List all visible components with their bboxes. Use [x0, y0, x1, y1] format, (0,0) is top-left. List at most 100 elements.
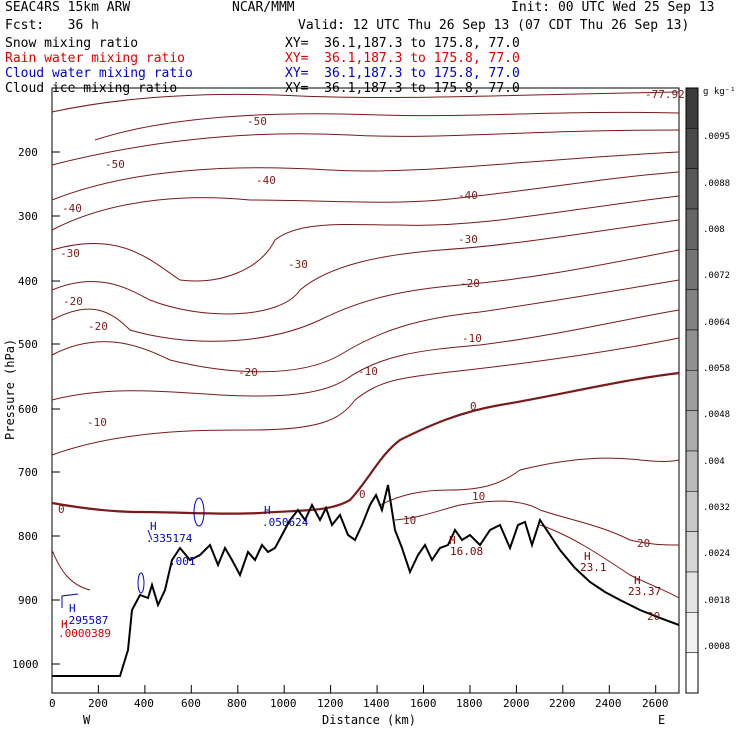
isotherm-label: -10 [358, 365, 378, 378]
x-axis-title: Distance (km) [322, 713, 416, 727]
colorbar-cell [685, 571, 699, 613]
isotherm-line [394, 500, 680, 546]
x-tick-label: 1200 [317, 697, 344, 710]
colorbar-cell [685, 370, 699, 411]
field-name-snow: Snow mixing ratio [5, 36, 139, 51]
isotherm-line [51, 195, 680, 282]
y-tick-label: 300 [18, 210, 38, 223]
isotherm-line [94, 111, 680, 141]
isotherm-line [51, 279, 680, 373]
colorbar-label: .0048 [703, 410, 730, 420]
maxima-labels: H .335174 H .050624 H .295587 H .0000389… [58, 504, 661, 640]
colorbar-label: .0058 [703, 364, 730, 374]
isotherm-label: -40 [256, 174, 276, 187]
isotherm-label: -10 [87, 416, 107, 429]
x-tick-label: 1000 [270, 697, 297, 710]
y-tick-label: 800 [18, 530, 38, 543]
field-name-cloudwater: Cloud water mixing ratio [5, 66, 193, 81]
maxima-value: .050624 [262, 516, 309, 529]
x-tick-label: 0 [49, 697, 56, 710]
isotherm-line [51, 171, 680, 231]
isotherm-label: -50 [105, 158, 125, 171]
isotherm-line [51, 309, 680, 401]
colorbar-cell [685, 410, 699, 452]
isotherm-label: 0 [359, 488, 366, 501]
colorbar-cell [685, 531, 699, 573]
x-tick-label: 2000 [503, 697, 530, 710]
y-axis: 200 300 400 500 600 700 800 900 1000 Pre… [3, 146, 60, 671]
maxima-value: .001 [169, 555, 196, 568]
colorbar-cell [685, 450, 699, 492]
cloud-contour [61, 593, 79, 608]
cloud-contour [193, 497, 205, 527]
isotherm-label: -20 [238, 366, 258, 379]
isotherm-label: 20 [647, 610, 660, 623]
isotherm-label: -30 [288, 258, 308, 271]
isotherm-label: 0 [470, 400, 477, 413]
west-endpoint-label: W [83, 713, 91, 727]
field-name-rain: Rain water mixing ratio [5, 51, 186, 66]
valid-time: Valid: 12 UTC Thu 26 Sep 13 (07 CDT Thu … [298, 18, 690, 33]
maxima-marker: H [150, 520, 157, 533]
colorbar-label: .0008 [703, 642, 730, 652]
colorbar-cell [685, 329, 699, 371]
colorbar-label: .0095 [703, 132, 730, 142]
colorbar-cell [685, 491, 699, 532]
isotherm-label: -77.92 [645, 88, 685, 101]
x-tick-label: 200 [88, 697, 108, 710]
plot-frame [51, 87, 680, 694]
init-time: Init: 00 UTC Wed 25 Sep 13 [511, 0, 715, 15]
y-tick-label: 900 [18, 594, 38, 607]
colorbar-cell [685, 87, 699, 129]
colorbar-label: .0088 [703, 179, 730, 189]
isotherm-contours [51, 91, 680, 456]
y-tick-label: 600 [18, 403, 38, 416]
colorbar-label: .0032 [703, 503, 730, 513]
maxima-value: .0000389 [58, 627, 111, 640]
x-axis: 0 200 400 600 800 1000 1200 1400 1600 18… [49, 685, 669, 727]
maxima-value: .295587 [62, 614, 108, 627]
terrain-profile [52, 484, 680, 677]
warm-isotherms [51, 457, 680, 599]
maxima-marker: H [634, 574, 641, 587]
colorbar-cell [685, 128, 699, 169]
center-name: NCAR/MMM [232, 0, 295, 15]
x-tick-label: 2200 [549, 697, 576, 710]
isotherm-label: -20 [460, 277, 480, 290]
model-name: SEAC4RS 15km ARW [5, 0, 131, 15]
cloud-contour [137, 572, 145, 594]
isotherm-line [379, 457, 680, 506]
cloud-contour [147, 529, 153, 541]
maxima-value: 23.37 [628, 585, 661, 598]
field-xy-cloudwater: XY= 36.1,187.3 to 175.8, 77.0 [285, 66, 520, 81]
field-xy-snow: XY= 36.1,187.3 to 175.8, 77.0 [285, 36, 520, 51]
colorbar-units: g kg⁻¹ [703, 87, 736, 97]
colorbar-label: .008 [703, 225, 725, 235]
y-tick-label: 1000 [12, 658, 39, 671]
maxima-marker: H [449, 534, 456, 547]
freezing-level-line [51, 371, 680, 515]
colorbar-cell [685, 612, 699, 653]
x-tick-label: 1600 [410, 697, 437, 710]
maxima-marker: H [69, 602, 76, 615]
x-tick-label: 600 [181, 697, 201, 710]
isotherm-label: -10 [462, 332, 482, 345]
isotherm-line [51, 249, 680, 342]
isotherm-label: -40 [458, 189, 478, 202]
isotherm-label: -20 [88, 320, 108, 333]
y-tick-label: 500 [18, 338, 38, 351]
colorbar-frame [685, 87, 699, 694]
colorbar-label: .0018 [703, 596, 730, 606]
forecast-hour: Fcst: 36 h [5, 18, 99, 33]
colorbar-cell [685, 208, 699, 250]
isotherm-line [51, 219, 680, 315]
field-xy-rain: XY= 36.1,187.3 to 175.8, 77.0 [285, 51, 520, 66]
x-tick-label: 1400 [363, 697, 390, 710]
isotherm-label: -20 [63, 295, 83, 308]
maxima-marker: H [61, 618, 68, 631]
colorbar-cell [685, 289, 699, 331]
y-tick-label: 200 [18, 146, 38, 159]
isotherm-line [51, 129, 680, 166]
x-tick-label: 2400 [595, 697, 622, 710]
